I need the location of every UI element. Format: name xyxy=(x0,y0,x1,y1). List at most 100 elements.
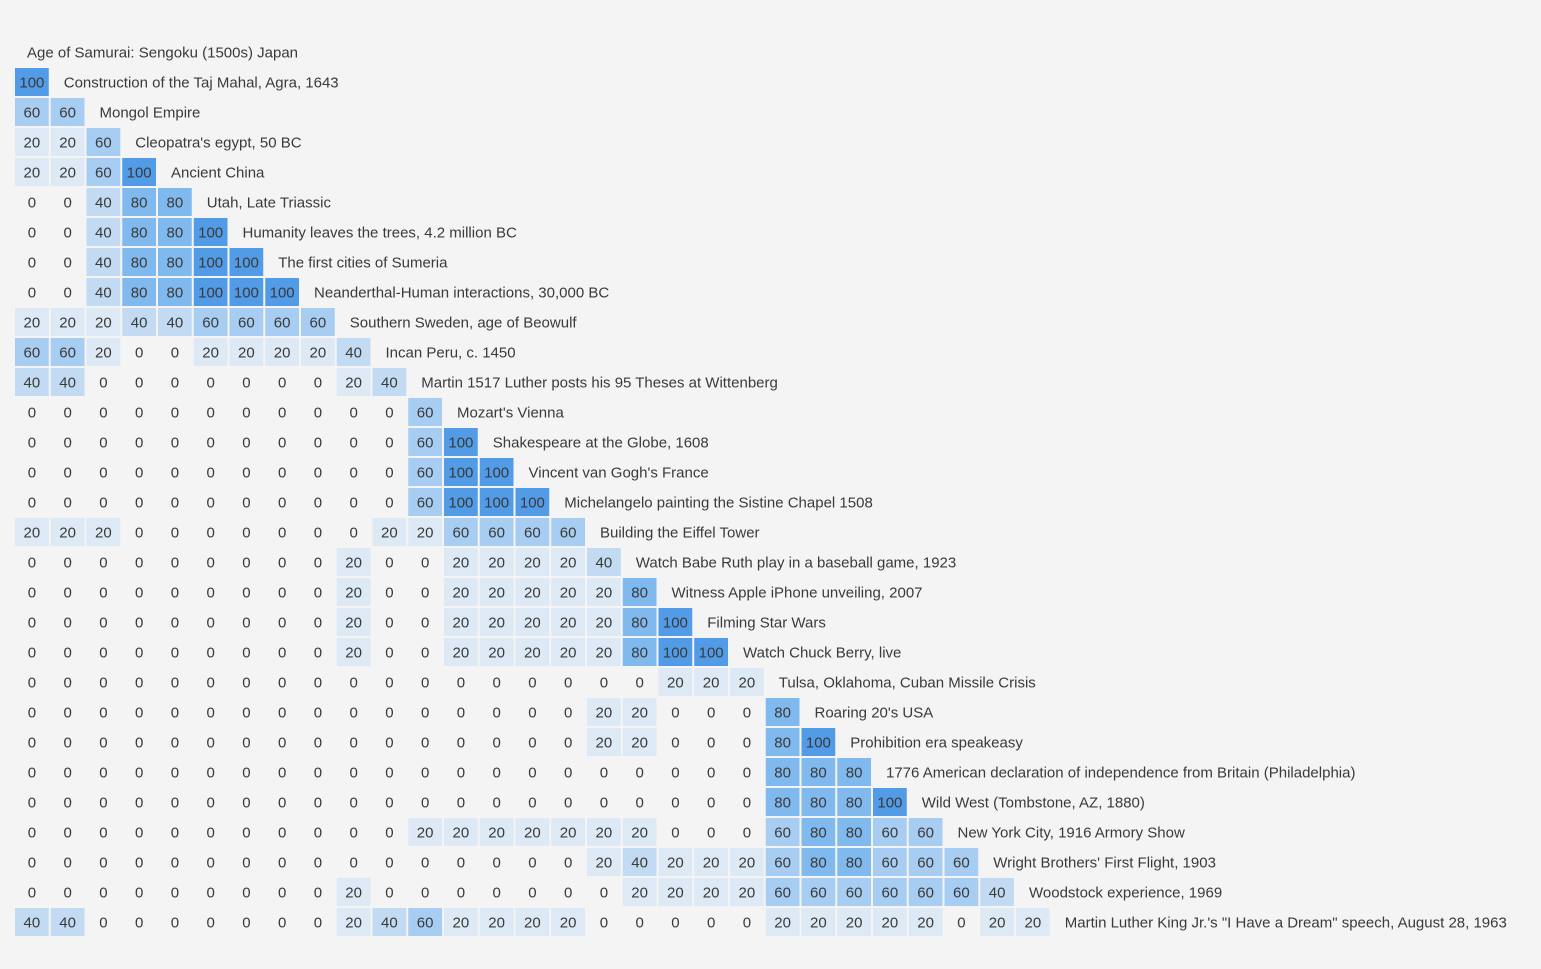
heatmap-cell xyxy=(50,308,85,336)
heatmap-cell-value: 0 xyxy=(63,585,71,602)
heatmap-cell-value: 0 xyxy=(421,645,429,662)
heatmap-cell xyxy=(551,518,585,546)
heatmap-cell-value: 20 xyxy=(703,675,720,692)
heatmap-cell xyxy=(873,848,907,876)
heatmap-cell-value: 0 xyxy=(63,825,71,842)
heatmap-cell-value: 0 xyxy=(278,885,286,902)
heatmap-cell-value: 0 xyxy=(278,435,286,452)
heatmap-cell-value: 20 xyxy=(453,915,470,932)
heatmap-cell-value: 0 xyxy=(600,915,608,932)
heatmap-cell-value: 0 xyxy=(28,435,36,452)
heatmap-cell-value: 60 xyxy=(59,105,76,122)
heatmap-cell-value: 0 xyxy=(135,465,143,482)
heatmap-cell-value: 100 xyxy=(663,645,688,662)
heatmap-cell-value: 0 xyxy=(385,735,393,752)
heatmap-cell-value: 0 xyxy=(171,615,179,632)
heatmap-cell xyxy=(515,818,550,846)
heatmap-cell-value: 0 xyxy=(206,825,214,842)
heatmap-cell-value: 20 xyxy=(1025,915,1042,932)
heatmap-cell-value: 80 xyxy=(167,225,184,242)
heatmap-cell-value: 0 xyxy=(63,285,71,302)
heatmap-cell-value: 20 xyxy=(345,555,362,572)
heatmap-cell-value: 80 xyxy=(131,195,148,212)
heatmap-cell-value: 0 xyxy=(135,435,143,452)
heatmap-cell-value: 20 xyxy=(345,585,362,602)
heatmap-cell-value: 0 xyxy=(528,675,536,692)
heatmap-cell-value: 60 xyxy=(95,135,112,152)
heatmap-cell xyxy=(551,578,585,606)
heatmap-cell-value: 0 xyxy=(171,825,179,842)
heatmap-cell-value: 80 xyxy=(846,825,863,842)
heatmap-cell xyxy=(336,548,371,576)
heatmap-cell xyxy=(15,158,49,186)
heatmap-cell xyxy=(301,308,335,336)
heatmap-cell-value: 20 xyxy=(453,825,470,842)
row-label: Utah, Late Triassic xyxy=(207,195,332,212)
heatmap-cell-value: 0 xyxy=(99,795,107,812)
heatmap-cell xyxy=(86,308,121,336)
heatmap-cell-value: 0 xyxy=(206,435,214,452)
heatmap-cell-value: 100 xyxy=(484,465,509,482)
heatmap-cell-value: 0 xyxy=(314,645,322,662)
row-label: Roaring 20's USA xyxy=(815,705,934,722)
heatmap-cell-value: 0 xyxy=(206,525,214,542)
heatmap-cell xyxy=(587,818,621,846)
heatmap-cell-value: 0 xyxy=(63,885,71,902)
heatmap-cell-value: 0 xyxy=(171,555,179,572)
heatmap-cell-value: 0 xyxy=(278,585,286,602)
heatmap-cell-value: 80 xyxy=(846,855,863,872)
heatmap-cell-value: 20 xyxy=(453,615,470,632)
heatmap-cell xyxy=(229,338,264,366)
heatmap-cell-value: 80 xyxy=(810,825,827,842)
heatmap-cell-value: 0 xyxy=(385,885,393,902)
heatmap-cell-value: 0 xyxy=(63,765,71,782)
heatmap-cell-value: 20 xyxy=(345,885,362,902)
heatmap-cell-value: 100 xyxy=(234,255,259,272)
heatmap-cell-value: 0 xyxy=(206,585,214,602)
heatmap-cell-value: 20 xyxy=(59,165,76,182)
heatmap-cell xyxy=(908,818,943,846)
heatmap-cell-value: 0 xyxy=(242,765,250,782)
heatmap-cell-value: 0 xyxy=(242,645,250,662)
heatmap-cell xyxy=(515,518,550,546)
heatmap-cell-value: 0 xyxy=(171,525,179,542)
heatmap-cell xyxy=(837,758,871,786)
heatmap-cell-value: 60 xyxy=(774,855,791,872)
heatmap-cell xyxy=(658,608,693,636)
heatmap-cell xyxy=(765,758,800,786)
heatmap-cell-value: 20 xyxy=(596,585,613,602)
heatmap-cell xyxy=(801,818,836,846)
heatmap-cell-value: 20 xyxy=(596,645,613,662)
heatmap-cell-value: 0 xyxy=(135,645,143,662)
heatmap-cell xyxy=(265,308,299,336)
heatmap-cell-value: 20 xyxy=(667,855,684,872)
heatmap-cell-value: 20 xyxy=(59,135,76,152)
heatmap-cell-value: 0 xyxy=(63,645,71,662)
heatmap-cell-value: 20 xyxy=(631,885,648,902)
heatmap-cell-value: 20 xyxy=(488,915,505,932)
heatmap-cell xyxy=(229,308,264,336)
row-label: Michelangelo painting the Sistine Chapel… xyxy=(564,495,873,512)
heatmap-cell-value: 20 xyxy=(560,615,577,632)
heatmap-cell-value: 0 xyxy=(349,735,357,752)
heatmap-cell xyxy=(622,608,657,636)
heatmap-cell-value: 0 xyxy=(171,495,179,512)
heatmap-cell-value: 20 xyxy=(95,525,112,542)
heatmap-cell-value: 20 xyxy=(596,615,613,632)
heatmap-cell xyxy=(444,518,478,546)
heatmap-cell xyxy=(515,638,550,666)
heatmap-cell-value: 0 xyxy=(528,855,536,872)
heatmap-cell-value: 0 xyxy=(278,465,286,482)
heatmap-cell-value: 0 xyxy=(278,705,286,722)
heatmap-cell-value: 0 xyxy=(63,795,71,812)
heatmap-cell xyxy=(50,98,85,126)
heatmap-cell-value: 0 xyxy=(743,825,751,842)
heatmap-cell-value: 20 xyxy=(488,555,505,572)
heatmap-cell-value: 0 xyxy=(707,915,715,932)
heatmap-cell-value: 20 xyxy=(59,315,76,332)
heatmap-cell-value: 0 xyxy=(206,885,214,902)
heatmap-cell-value: 0 xyxy=(206,465,214,482)
heatmap-cell-value: 0 xyxy=(135,675,143,692)
heatmap-cell-value: 0 xyxy=(206,555,214,572)
